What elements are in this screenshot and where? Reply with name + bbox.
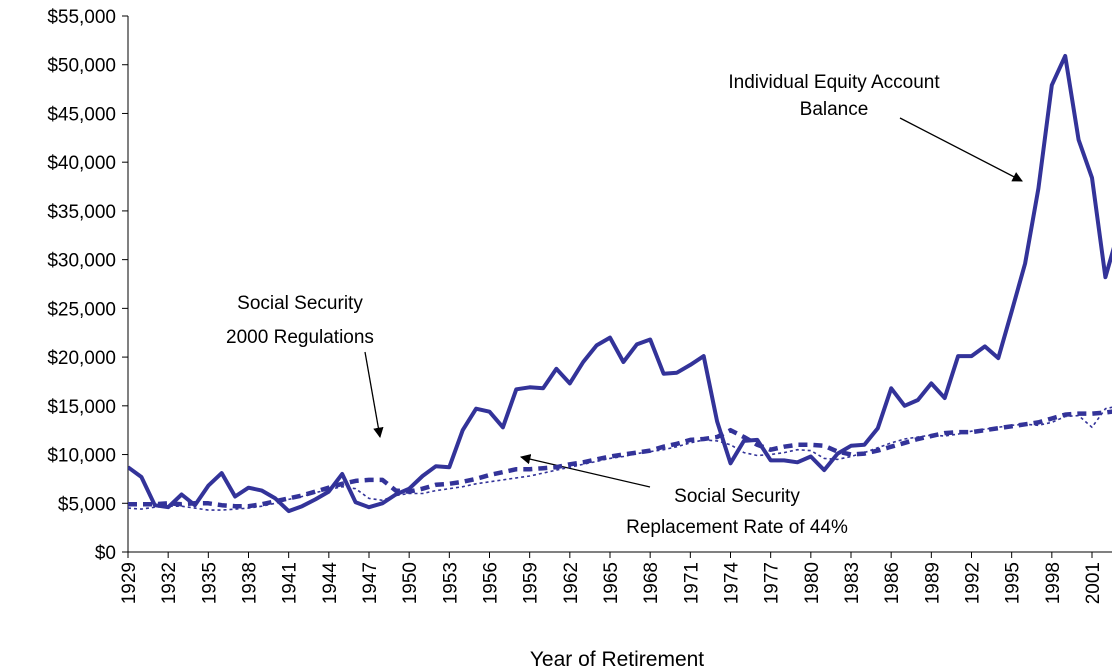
x-tick-label: 1992 <box>963 562 984 604</box>
x-tick-label: 1953 <box>440 562 461 604</box>
x-tick-label: 1980 <box>802 562 823 604</box>
annotation: Replacement Rate of 44% <box>626 517 848 538</box>
x-tick-label: 1968 <box>641 562 662 604</box>
x-tick-label: 1941 <box>280 562 301 604</box>
x-tick-label: 1938 <box>240 562 261 604</box>
x-axis-title: Year of Retirement <box>530 648 704 671</box>
x-tick-label: 1959 <box>521 562 542 604</box>
y-tick-label: $55,000 <box>47 7 116 28</box>
x-tick-label: 1932 <box>159 562 180 604</box>
series-line <box>128 54 1112 514</box>
plot-area <box>128 54 1112 514</box>
annotation-arrow <box>519 454 651 488</box>
annotation: Social Security <box>237 293 363 314</box>
y-tick-label: $25,000 <box>47 299 116 320</box>
x-tick-label: 1974 <box>722 562 743 605</box>
y-tick-label: $40,000 <box>47 153 116 174</box>
x-tick-label: 1950 <box>400 562 421 604</box>
y-tick-label: $30,000 <box>47 251 116 272</box>
y-tick-label: $45,000 <box>47 104 116 125</box>
x-tick-label: 1971 <box>681 562 702 604</box>
x-tick-label: 1935 <box>199 562 220 604</box>
x-tick-label: 1947 <box>360 562 381 604</box>
series-line <box>128 409 1112 509</box>
x-tick-label: 1998 <box>1043 562 1064 604</box>
annotation-arrow <box>899 117 1023 182</box>
x-tick-label: 1995 <box>1003 562 1024 604</box>
annotation-arrow <box>364 351 384 439</box>
x-tick-label: 1944 <box>320 562 341 605</box>
annotation: Individual Equity Account <box>728 72 940 93</box>
y-tick-label: $50,000 <box>47 56 116 77</box>
x-tick-label: 1983 <box>842 562 863 604</box>
x-tick-label: 1965 <box>601 562 622 604</box>
annotation: Social Security <box>674 486 800 507</box>
annotation: 2000 Regulations <box>226 327 374 348</box>
x-tick-label: 2001 <box>1083 562 1104 604</box>
x-tick-label: 1977 <box>762 562 783 604</box>
x-tick-label: 1956 <box>481 562 502 604</box>
y-tick-label: $35,000 <box>47 202 116 223</box>
x-tick-label: 1989 <box>922 562 943 604</box>
y-tick-label: $10,000 <box>47 446 116 467</box>
x-tick-label: 1986 <box>882 562 903 604</box>
y-tick-label: $15,000 <box>47 397 116 418</box>
y-tick-label: $5,000 <box>58 494 116 515</box>
y-tick-label: $20,000 <box>47 348 116 369</box>
annotation: Balance <box>800 99 869 120</box>
x-tick-label: 1962 <box>561 562 582 604</box>
x-tick-label: 1929 <box>119 562 140 604</box>
series-line <box>128 406 1112 511</box>
y-tick-label: $0 <box>95 543 116 564</box>
